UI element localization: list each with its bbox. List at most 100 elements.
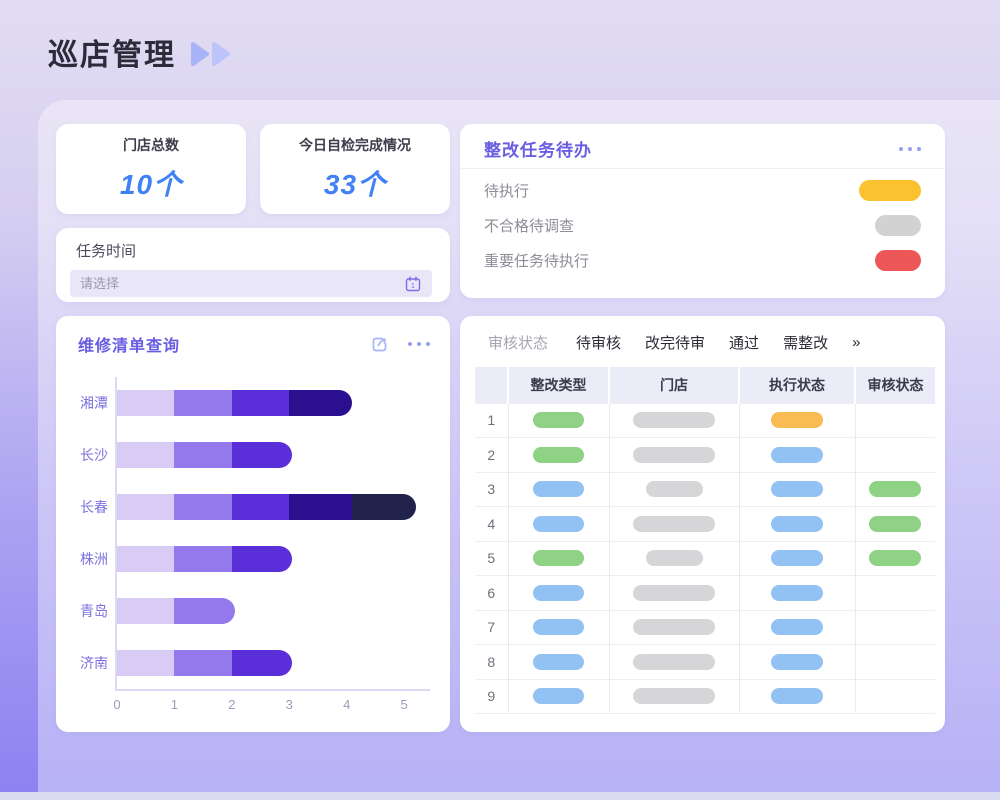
table-cell xyxy=(608,609,739,645)
cell-pill-gray xyxy=(633,584,715,601)
chart-bar-segment xyxy=(174,598,235,624)
table-cell xyxy=(608,644,739,679)
ellipsis-menu-icon[interactable] xyxy=(408,342,430,346)
todo-item-label: 不合格待调查 xyxy=(484,218,575,235)
todo-card-title: 整改任务待办 xyxy=(484,141,592,160)
chart-bar-segment xyxy=(117,442,175,468)
tab-2[interactable]: 改完待审 xyxy=(645,335,706,352)
todo-item-label: 待执行 xyxy=(484,183,530,200)
table-cell xyxy=(507,575,609,610)
chart-bar-segment xyxy=(174,650,232,676)
table-row[interactable]: 9 xyxy=(475,678,935,714)
table-cell xyxy=(507,506,609,541)
divider xyxy=(460,168,945,169)
table-cell xyxy=(854,609,935,645)
column-header: 执行状态 xyxy=(738,367,855,403)
cell-pill-gray xyxy=(645,550,703,567)
chart-bar-segment xyxy=(174,546,232,572)
chart-bar xyxy=(117,442,293,468)
todo-item[interactable]: 重要任务待执行 xyxy=(484,243,921,278)
cell-pill-green xyxy=(869,515,922,532)
tab-4[interactable]: 需整改 xyxy=(783,335,829,352)
tab-1[interactable]: 待审核 xyxy=(576,335,622,352)
chart-category-label: 青岛 xyxy=(80,603,108,619)
table-row[interactable]: 1 xyxy=(475,402,935,438)
chart-x-tick: 5 xyxy=(400,697,408,712)
table-row[interactable]: 6 xyxy=(475,575,935,610)
cell-pill-gray xyxy=(633,688,715,705)
table-cell xyxy=(738,437,855,472)
date-picker-input[interactable] xyxy=(80,276,404,291)
cell-pill-green xyxy=(533,446,584,463)
repair-card-title: 维修清单查询 xyxy=(78,338,181,355)
table-row[interactable]: 4 xyxy=(475,506,935,541)
chart-bar-row: 长沙 xyxy=(76,429,430,481)
table-cell xyxy=(854,402,935,438)
tab-3[interactable]: 通过 xyxy=(729,335,760,352)
table-cell xyxy=(608,540,739,576)
table-row[interactable]: 8 xyxy=(475,644,935,679)
chart-x-axis xyxy=(115,689,430,691)
todo-item-label: 重要任务待执行 xyxy=(484,253,590,270)
chart-bar-row: 长春 xyxy=(76,481,430,533)
cell-pill-blue xyxy=(771,688,823,705)
column-header: 门店 xyxy=(608,367,739,403)
share-icon[interactable] xyxy=(369,334,390,355)
tab-filter-label: 审核状态 xyxy=(488,335,549,352)
chart-bar xyxy=(117,546,293,572)
table-row[interactable]: 5 xyxy=(475,540,935,576)
row-number: 9 xyxy=(475,678,508,714)
review-status-tabs: 审核状态 待审核 改完待审 通过 需整改 » xyxy=(460,316,945,353)
chart-bar xyxy=(117,598,235,624)
table-row[interactable]: 3 xyxy=(475,471,935,507)
calendar-icon[interactable]: 1 xyxy=(404,275,422,293)
table-cell xyxy=(854,540,935,576)
ellipsis-menu-icon[interactable] xyxy=(899,146,921,151)
chart-category-label: 济南 xyxy=(80,655,108,671)
repair-bar-chart: 湘潭 长沙 长春 株洲 青岛 济南 0 1 2 3 4 5 xyxy=(76,377,430,715)
cell-pill-gray xyxy=(633,653,715,670)
cell-pill-blue xyxy=(771,619,823,636)
content-panel: 门店总数 10个 今日自检完成情况 33个 任务时间 1 整改任务待办 待执行不… xyxy=(38,100,1000,792)
table-cell xyxy=(507,471,609,507)
table-cell xyxy=(507,437,609,472)
task-time-card: 任务时间 1 xyxy=(56,228,450,302)
cell-pill-gray xyxy=(633,446,715,463)
chart-bar xyxy=(117,390,353,416)
chart-x-tick: 2 xyxy=(228,697,236,712)
date-picker[interactable]: 1 xyxy=(70,270,432,297)
chart-category-label: 株洲 xyxy=(80,551,108,567)
table-cell xyxy=(738,678,855,714)
todo-item[interactable]: 待执行 xyxy=(484,173,921,208)
todo-item[interactable]: 不合格待调查 xyxy=(484,208,921,243)
chart-bar-segment xyxy=(231,546,293,572)
status-pill-yellow xyxy=(859,180,921,201)
chart-bar xyxy=(117,494,416,520)
chart-bar-segment xyxy=(231,650,293,676)
chart-bar-segment xyxy=(117,650,175,676)
todo-list: 待执行不合格待调查 重要任务待执行 xyxy=(460,169,945,278)
svg-text:1: 1 xyxy=(411,283,415,290)
cell-pill-gray xyxy=(645,481,703,498)
cell-pill-blue xyxy=(533,619,584,636)
table-cell xyxy=(854,506,935,541)
table-row[interactable]: 7 xyxy=(475,609,935,645)
table-row[interactable]: 2 xyxy=(475,437,935,472)
chart-bar-segment xyxy=(231,390,290,416)
page-bottom-strip xyxy=(0,792,1000,800)
chart-bar-row: 济南 xyxy=(76,637,430,689)
chart-bar-segment xyxy=(174,494,232,520)
chart-category-label: 长沙 xyxy=(80,447,108,463)
table-cell xyxy=(608,471,739,507)
table-cell xyxy=(507,609,609,645)
tab-more-chevron[interactable]: » xyxy=(852,334,861,351)
table-cell xyxy=(507,678,609,714)
chart-x-tick: 1 xyxy=(170,697,179,712)
row-number: 2 xyxy=(475,437,508,472)
row-number: 8 xyxy=(475,644,508,679)
table-cell xyxy=(738,644,855,679)
cell-pill-green xyxy=(533,550,584,567)
chart-bar-segment xyxy=(352,494,416,520)
repair-list-card: 维修清单查询 湘潭 长沙 长春 株洲 青岛 济南 0 1 2 3 4 5 xyxy=(56,316,450,732)
